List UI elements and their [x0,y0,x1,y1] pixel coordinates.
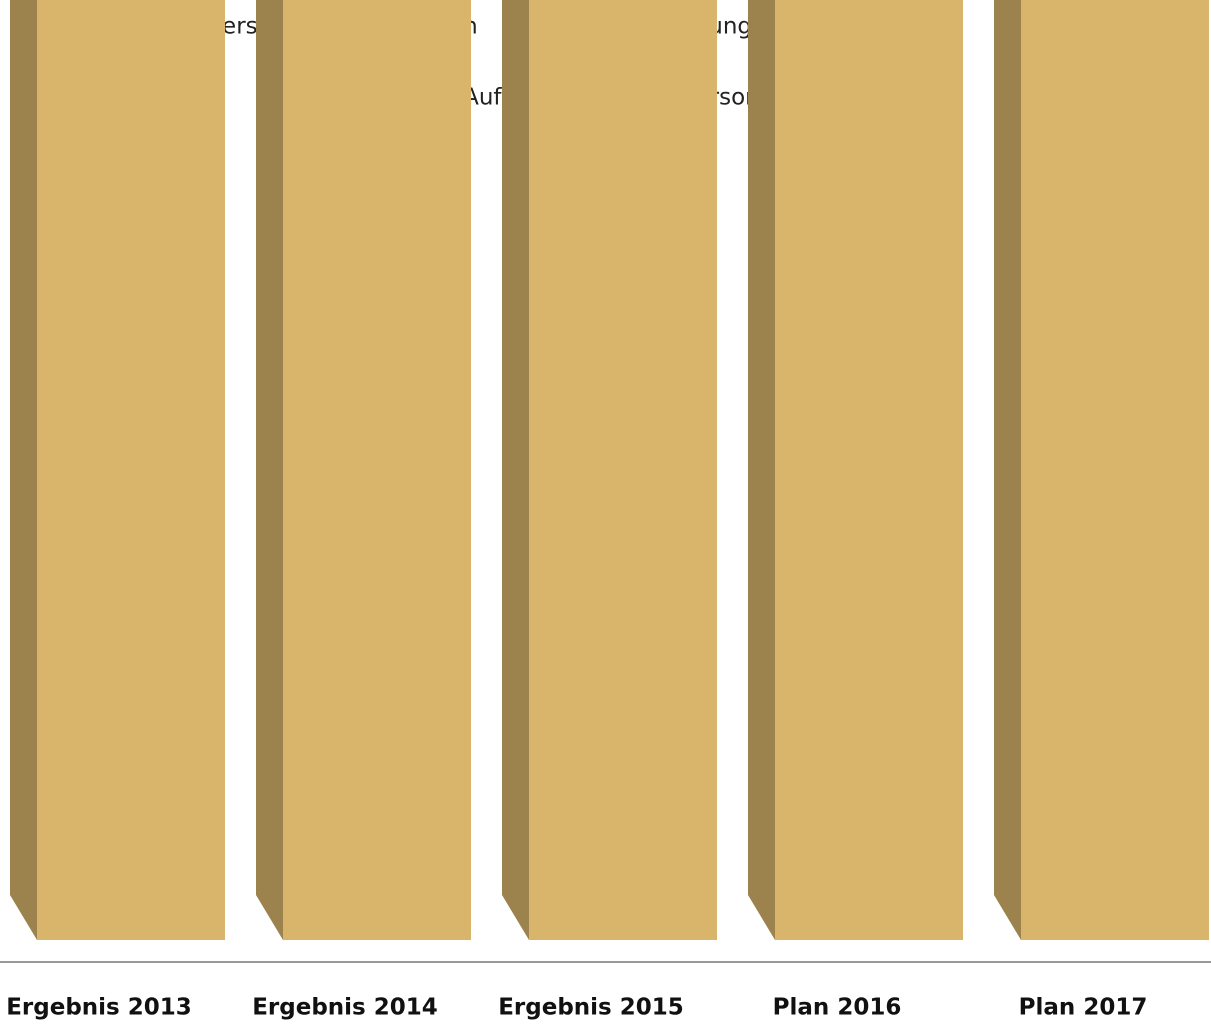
x-tick-label: Ergebnis 2013 [6,995,192,1021]
bar-segment [529,0,717,940]
x-tick-label: Plan 2016 [773,995,902,1021]
bar-side [10,0,37,940]
bar-segment [283,0,471,940]
bar-side [256,0,283,940]
bar-segment [775,0,963,940]
bar-side [502,0,529,940]
bar-side [994,0,1021,940]
x-tick-label: Ergebnis 2014 [252,995,438,1021]
bar-segment [37,0,225,941]
bar-segment [1021,0,1209,940]
bar-side [748,0,775,940]
x-tick-label: Ergebnis 2015 [498,995,684,1021]
x-tick-label: Plan 2017 [1019,995,1148,1021]
